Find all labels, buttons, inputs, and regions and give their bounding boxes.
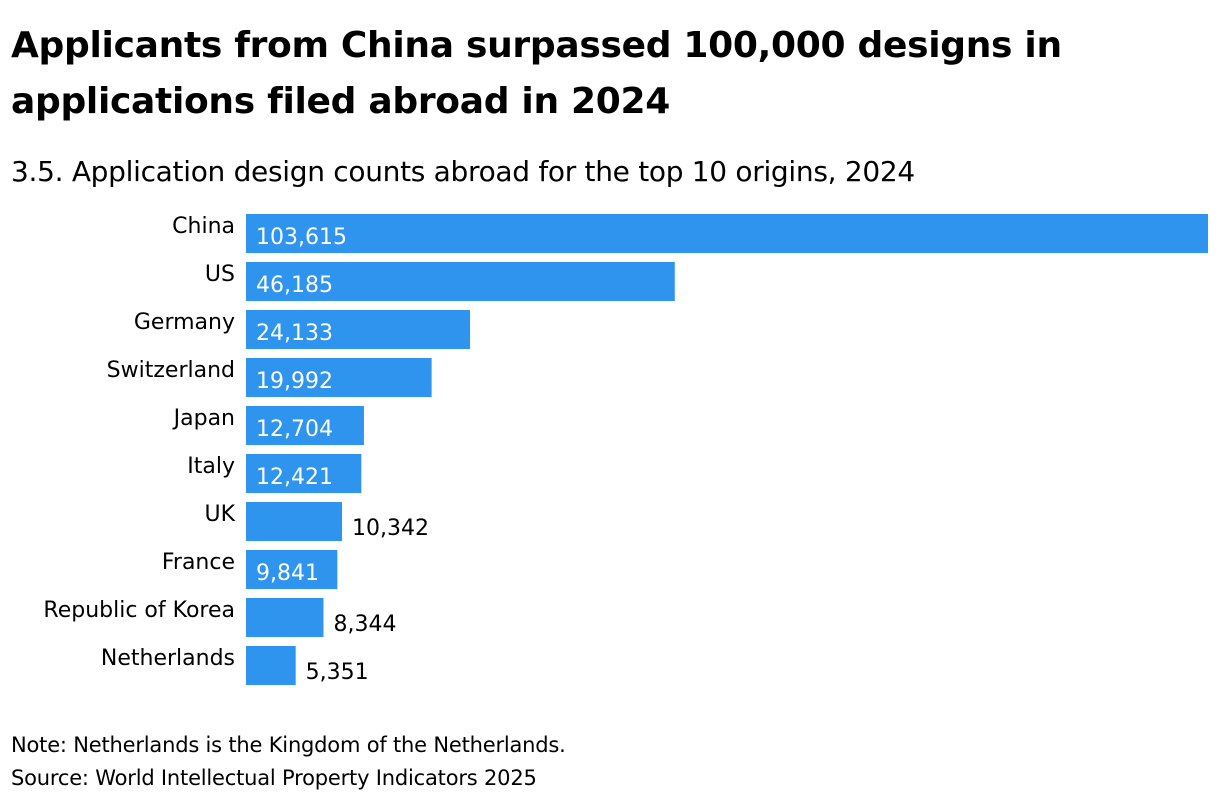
bar-chart-svg: China 103,615 US 46,185 Germany 24,133 Switzer… <box>43 214 1208 685</box>
bar-japan <box>246 406 364 445</box>
value-label-italy: 12,421 <box>256 465 333 490</box>
footer-note: Note: Netherlands is the Kingdom of the … <box>11 733 566 757</box>
category-label-uk: UK <box>204 502 235 527</box>
category-label-switzerland: Switzerland <box>107 358 235 383</box>
category-label-us: US <box>205 262 235 287</box>
category-label-italy: Italy <box>187 454 235 479</box>
category-label-republic-of-korea: Republic of Korea <box>43 598 235 623</box>
value-label-us: 46,185 <box>256 273 333 298</box>
bar-uk <box>246 502 343 541</box>
value-label-france: 9,841 <box>256 561 319 586</box>
value-label-republic-of-korea: 8,344 <box>333 612 396 637</box>
bar-republic-of-korea <box>246 598 324 637</box>
bar-italy <box>246 454 362 493</box>
bar-switzerland <box>246 358 432 397</box>
chart-title: Applicants from China surpassed 100,000 … <box>11 25 1062 122</box>
category-label-france: France <box>162 550 235 575</box>
value-label-germany: 24,133 <box>256 321 333 346</box>
chart-footer: Note: Netherlands is the Kingdom of the … <box>11 729 566 795</box>
value-label-china: 103,615 <box>256 225 347 250</box>
category-label-germany: Germany <box>134 310 235 335</box>
category-label-china: China <box>172 214 235 239</box>
category-label-netherlands: Netherlands <box>101 646 235 671</box>
value-label-switzerland: 19,992 <box>256 369 333 394</box>
category-label-japan: Japan <box>172 406 235 431</box>
chart-subtitle: 3.5. Application design counts abroad fo… <box>11 155 915 188</box>
bar-netherlands <box>246 646 296 685</box>
value-label-japan: 12,704 <box>256 417 333 442</box>
bar-germany <box>246 310 471 349</box>
value-label-netherlands: 5,351 <box>306 660 369 685</box>
bar-us <box>246 262 675 301</box>
bar-chart: China 103,615 US 46,185 Germany 24,133 Switzer… <box>0 200 1220 700</box>
footer-source: Source: World Intellectual Property Indi… <box>11 766 537 790</box>
bar-china <box>246 214 1208 253</box>
value-label-uk: 10,342 <box>352 516 429 541</box>
bar-france <box>246 550 338 589</box>
